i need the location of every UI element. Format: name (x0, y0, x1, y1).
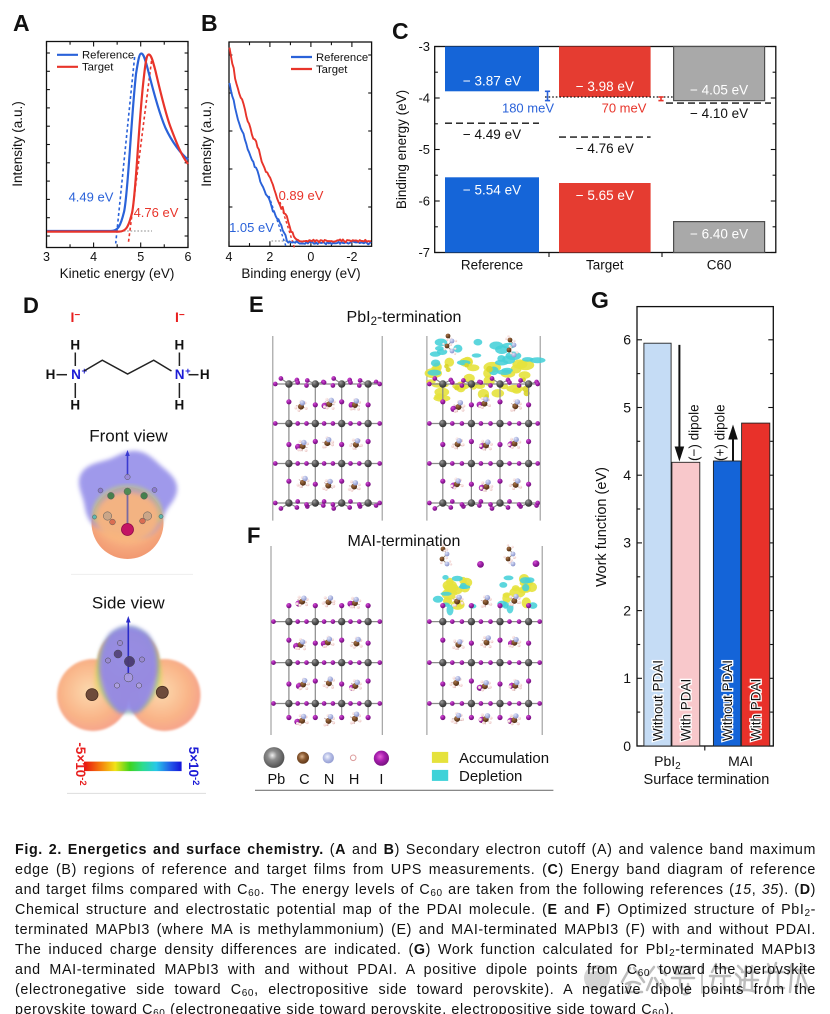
svg-text:Work function (eV): Work function (eV) (594, 467, 610, 587)
svg-text:H: H (175, 398, 185, 413)
svg-text:3: 3 (623, 535, 631, 551)
svg-text:E: E (249, 292, 264, 317)
svg-text:PbI2: PbI2 (654, 753, 681, 772)
svg-text:Target: Target (82, 62, 114, 74)
svg-text:− 4.10 eV: − 4.10 eV (690, 106, 748, 121)
svg-text:G: G (591, 287, 609, 313)
svg-text:Pb: Pb (268, 772, 286, 788)
svg-text:Side view: Side view (92, 594, 165, 613)
svg-text:4: 4 (623, 467, 631, 483)
svg-text:− 3.98 eV: − 3.98 eV (576, 79, 634, 94)
svg-text:C60: C60 (707, 258, 732, 273)
svg-text:− 4.49 eV: − 4.49 eV (463, 127, 521, 142)
svg-text:With PDAI: With PDAI (679, 679, 694, 741)
svg-text:180 meV: 180 meV (502, 101, 554, 116)
svg-text:H: H (349, 772, 359, 788)
svg-text:5: 5 (623, 399, 631, 415)
svg-text:Reference: Reference (82, 50, 134, 62)
svg-text:MAI: MAI (728, 753, 753, 769)
svg-text:(+) dipole: (+) dipole (713, 404, 728, 461)
svg-text:Reference: Reference (461, 258, 523, 273)
svg-text:-6: -6 (418, 194, 430, 209)
svg-text:0: 0 (623, 738, 631, 754)
svg-text:Intensity (a.u.): Intensity (a.u.) (10, 101, 25, 187)
svg-text:Kinetic energy (eV): Kinetic energy (eV) (60, 266, 175, 281)
svg-text:5×10-2: 5×10-2 (186, 747, 201, 786)
svg-text:4: 4 (226, 250, 233, 264)
svg-text:-2: -2 (346, 250, 357, 264)
svg-text:− 5.65 eV: − 5.65 eV (576, 188, 634, 203)
svg-text:− 4.76 eV: − 4.76 eV (576, 141, 634, 156)
svg-text:6: 6 (185, 250, 192, 264)
svg-text:-4: -4 (418, 91, 430, 106)
svg-text:5: 5 (137, 250, 144, 264)
svg-text:3: 3 (43, 250, 50, 264)
svg-text:Binding energy (eV): Binding energy (eV) (241, 266, 360, 281)
svg-text:MAI-termination: MAI-termination (348, 533, 461, 550)
svg-text:Target: Target (586, 258, 624, 273)
svg-text:H: H (46, 367, 56, 382)
svg-text:0: 0 (307, 250, 314, 264)
svg-text:(−) dipole: (−) dipole (687, 404, 702, 461)
svg-text:H: H (200, 367, 210, 382)
svg-text:I−: I− (71, 309, 81, 325)
svg-text:6: 6 (623, 332, 631, 348)
svg-text:1.05 eV: 1.05 eV (229, 220, 274, 235)
svg-text:2: 2 (266, 250, 273, 264)
svg-text:Without PDAI: Without PDAI (650, 660, 665, 741)
svg-text:Target: Target (316, 64, 348, 76)
svg-text:-3: -3 (418, 39, 430, 54)
svg-text:− 5.54 eV: − 5.54 eV (463, 182, 521, 197)
svg-text:N: N (175, 367, 185, 382)
svg-text:C: C (299, 772, 309, 788)
svg-text:H: H (175, 338, 185, 353)
svg-text:− 3.87 eV: − 3.87 eV (463, 73, 521, 88)
svg-text:70 meV: 70 meV (602, 101, 647, 116)
svg-text:Depletion: Depletion (459, 768, 522, 785)
svg-text:Surface termination: Surface termination (644, 772, 770, 788)
svg-text:F: F (247, 523, 260, 548)
svg-text:Reference: Reference (316, 52, 368, 64)
svg-text:− 4.05 eV: − 4.05 eV (690, 83, 748, 98)
svg-text:0.89 eV: 0.89 eV (279, 188, 324, 203)
svg-text:H: H (70, 398, 80, 413)
svg-text:I: I (379, 772, 383, 788)
svg-text:C: C (392, 18, 409, 44)
svg-text:With PDAI: With PDAI (749, 679, 764, 741)
svg-text:Front view: Front view (89, 427, 168, 446)
svg-text:B: B (201, 10, 218, 36)
svg-text:Intensity (a.u.): Intensity (a.u.) (199, 101, 214, 187)
svg-text:Binding energy (eV): Binding energy (eV) (394, 90, 409, 209)
svg-text:Without PDAI: Without PDAI (720, 660, 735, 741)
svg-text:+: + (185, 366, 191, 377)
svg-text:A: A (13, 10, 30, 36)
svg-text:-5: -5 (418, 142, 430, 157)
svg-text:2: 2 (623, 602, 631, 618)
svg-text:− 6.40 eV: − 6.40 eV (690, 227, 748, 242)
svg-text:PbI2-termination: PbI2-termination (347, 309, 462, 328)
svg-text:N: N (324, 772, 334, 788)
svg-text:D: D (23, 293, 39, 318)
svg-text:Accumulation: Accumulation (459, 750, 549, 767)
svg-text:I−: I− (175, 309, 185, 325)
svg-text:4.49 eV: 4.49 eV (69, 190, 114, 205)
svg-text:N: N (71, 367, 81, 382)
svg-text:H: H (70, 338, 80, 353)
svg-text:-5×10-2: -5×10-2 (73, 742, 88, 785)
svg-text:1: 1 (623, 670, 631, 686)
svg-text:4.76 eV: 4.76 eV (134, 205, 179, 220)
svg-text:4: 4 (90, 250, 97, 264)
svg-text:-7: -7 (418, 245, 430, 260)
